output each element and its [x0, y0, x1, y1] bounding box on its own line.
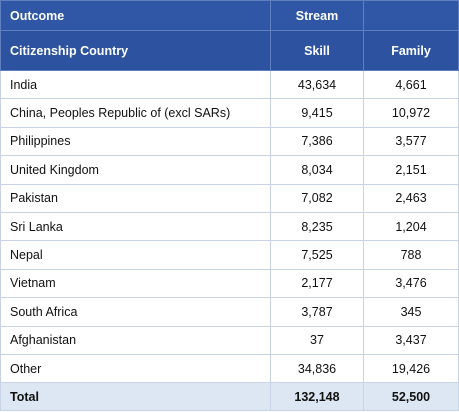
header-cell: Skill — [270, 30, 364, 71]
value-cell: 132,148 — [270, 382, 364, 412]
country-cell: South Africa — [0, 297, 271, 327]
value-cell: 3,577 — [363, 126, 459, 157]
value-cell: 37 — [270, 325, 364, 355]
header-cell: Outcome — [0, 0, 271, 31]
country-cell: Total — [0, 382, 271, 412]
value-cell: 3,787 — [270, 297, 364, 327]
country-cell: China, Peoples Republic of (excl SARs) — [0, 98, 271, 128]
header-cell: Stream — [270, 0, 364, 31]
value-cell: 788 — [363, 240, 459, 270]
country-cell: India — [0, 69, 271, 100]
value-cell: 34,836 — [270, 353, 364, 384]
table-row: India 43,634 4,661 — [0, 69, 459, 100]
table-row: China, Peoples Republic of (excl SARs) 9,… — [0, 98, 459, 128]
country-cell: Vietnam — [0, 268, 271, 299]
total-row: Total 132,148 52,500 — [0, 382, 459, 412]
value-cell: 3,476 — [363, 268, 459, 299]
table-row: Nepal 7,525 788 — [0, 240, 459, 270]
value-cell: 3,437 — [363, 325, 459, 355]
country-cell: Pakistan — [0, 183, 271, 213]
country-cell: Sri Lanka — [0, 211, 271, 242]
table-row: South Africa 3,787 345 — [0, 297, 459, 327]
value-cell: 7,386 — [270, 126, 364, 157]
table-row: Vietnam 2,177 3,476 — [0, 268, 459, 299]
country-cell: United Kingdom — [0, 155, 271, 185]
country-cell: Philippines — [0, 126, 271, 157]
value-cell: 345 — [363, 297, 459, 327]
value-cell: 2,177 — [270, 268, 364, 299]
value-cell: 8,235 — [270, 211, 364, 242]
table-row: Afghanistan 37 3,437 — [0, 325, 459, 355]
table-row: Pakistan 7,082 2,463 — [0, 183, 459, 213]
value-cell: 8,034 — [270, 155, 364, 185]
value-cell: 1,204 — [363, 211, 459, 242]
value-cell: 4,661 — [363, 69, 459, 100]
table-body: India 43,634 4,661 China, Peoples Republic … — [0, 69, 459, 412]
table-row: Sri Lanka 8,235 1,204 — [0, 211, 459, 242]
value-cell: 52,500 — [363, 382, 459, 412]
country-cell: Afghanistan — [0, 325, 271, 355]
country-cell: Nepal — [0, 240, 271, 270]
header-row: Outcome Stream — [0, 0, 459, 31]
header-cell — [363, 0, 459, 31]
header-cell: Citizenship Country — [0, 30, 271, 71]
value-cell: 7,525 — [270, 240, 364, 270]
value-cell: 2,151 — [363, 155, 459, 185]
value-cell: 43,634 — [270, 69, 364, 100]
value-cell: 10,972 — [363, 98, 459, 128]
value-cell: 9,415 — [270, 98, 364, 128]
header-cell: Family — [363, 30, 459, 71]
table-row: Other 34,836 19,426 — [0, 353, 459, 384]
value-cell: 7,082 — [270, 183, 364, 213]
country-cell: Other — [0, 353, 271, 384]
table-row: Philippines 7,386 3,577 — [0, 126, 459, 157]
header-row: Citizenship Country Skill Family — [0, 30, 459, 71]
table-row: United Kingdom 8,034 2,151 — [0, 155, 459, 185]
value-cell: 2,463 — [363, 183, 459, 213]
value-cell: 19,426 — [363, 353, 459, 384]
